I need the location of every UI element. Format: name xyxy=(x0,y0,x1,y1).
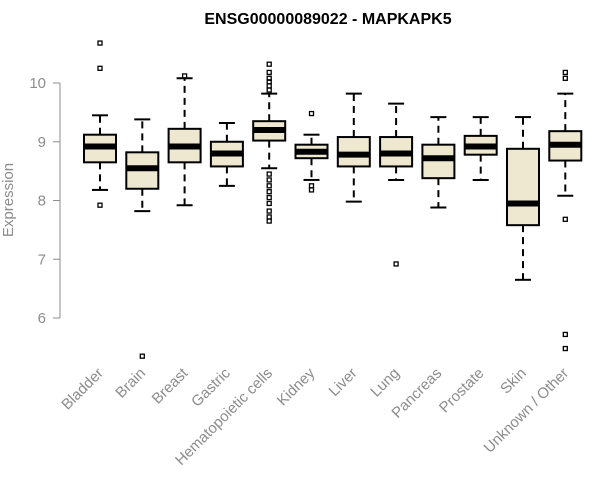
outlier-point xyxy=(266,183,272,189)
box-5 xyxy=(252,61,287,224)
y-tick-label: 10 xyxy=(29,75,46,92)
outlier-point xyxy=(308,187,315,193)
box-1 xyxy=(83,40,117,208)
outlier-point xyxy=(266,208,272,214)
outlier-point xyxy=(266,69,272,76)
outlier-point xyxy=(562,331,568,338)
x-category-label: Bladder xyxy=(58,365,107,414)
x-category-label: Liver xyxy=(326,365,361,400)
y-tick-label: 9 xyxy=(38,134,46,151)
outlier-point xyxy=(562,345,568,352)
outlier-point xyxy=(266,87,272,93)
outlier-point xyxy=(562,75,568,81)
x-category-label: Breast xyxy=(149,364,192,407)
iqr-box xyxy=(506,147,540,227)
y-tick-label: 8 xyxy=(38,193,46,210)
box-4 xyxy=(209,121,244,187)
outlier-point xyxy=(97,202,103,208)
outlier-point xyxy=(266,200,272,207)
outlier-point xyxy=(97,40,103,46)
x-category-label: Kidney xyxy=(274,364,319,409)
box-6 xyxy=(294,110,329,193)
iqr-box xyxy=(421,143,456,180)
box-10 xyxy=(463,116,498,181)
x-category-label: Brain xyxy=(112,365,149,402)
outlier-point xyxy=(308,110,315,117)
outlier-point xyxy=(266,83,272,89)
outlier-point xyxy=(266,79,272,85)
x-category-label: Prostate xyxy=(436,365,488,417)
outlier-point xyxy=(97,65,103,71)
outlier-point xyxy=(266,218,272,224)
outlier-point xyxy=(562,216,568,222)
y-tick-label: 7 xyxy=(38,251,46,268)
box-11 xyxy=(506,116,540,281)
chart-title: ENSG00000089022 - MAPKAPK5 xyxy=(204,11,451,28)
boxes-group xyxy=(83,40,583,359)
y-axis-ticks: 6 7 8 9 10 xyxy=(29,75,60,327)
box-2 xyxy=(125,118,160,359)
y-axis-label: Expression xyxy=(0,163,17,237)
box-9 xyxy=(421,116,456,209)
box-7 xyxy=(336,92,371,203)
outlier-point xyxy=(181,73,188,79)
outlier-point xyxy=(266,61,272,67)
outlier-point xyxy=(266,189,272,195)
outlier-point xyxy=(139,353,145,359)
outlier-point xyxy=(562,69,568,76)
outlier-point xyxy=(266,194,272,201)
outlier-point xyxy=(266,171,272,177)
x-category-label: Lung xyxy=(367,365,403,401)
box-12 xyxy=(548,69,583,352)
outlier-point xyxy=(266,214,272,220)
outlier-point xyxy=(308,183,315,189)
x-category-label: Skin xyxy=(497,365,530,398)
y-tick-label: 6 xyxy=(38,310,46,327)
outlier-point xyxy=(393,261,399,267)
outlier-point xyxy=(266,177,272,183)
box-3 xyxy=(167,73,202,207)
box-8 xyxy=(379,102,414,267)
